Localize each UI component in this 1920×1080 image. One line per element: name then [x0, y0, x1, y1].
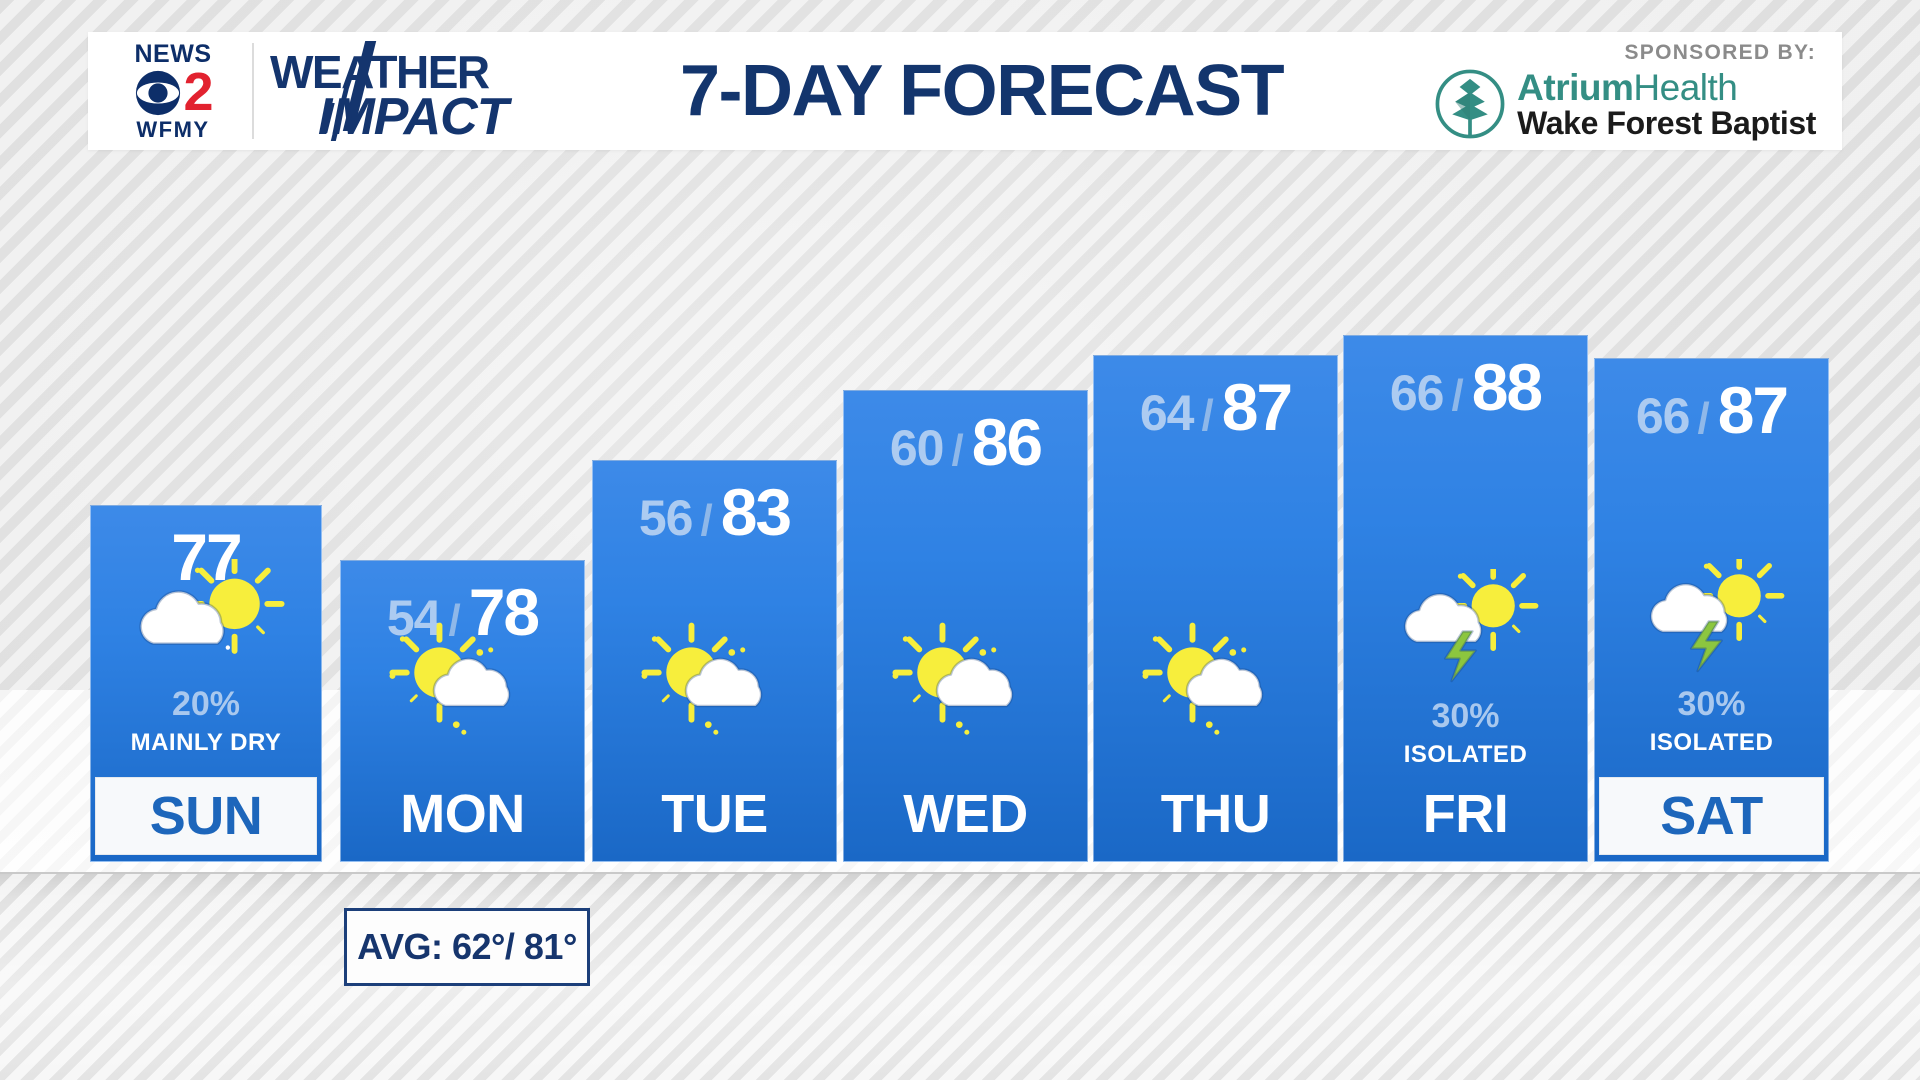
day-label: MON — [400, 784, 525, 844]
temperature-separator: / — [1697, 394, 1710, 443]
low-temperature: 60 — [889, 420, 945, 476]
station-news-label: NEWS — [134, 39, 212, 68]
forecast-day-column[interactable]: 64/87 THU — [1093, 355, 1338, 862]
temperature-row: 64/87 — [1139, 370, 1293, 444]
sponsor-name-light: Health — [1633, 66, 1738, 108]
day-label: SUN — [149, 786, 263, 846]
low-temperature: 66 — [1635, 388, 1691, 444]
high-temperature: 87 — [1221, 370, 1293, 444]
low-temperature: 66 — [1389, 365, 1445, 421]
day-label: FRI — [1422, 784, 1509, 844]
sponsor-name-secondary: Wake Forest Baptist — [1517, 104, 1816, 141]
low-temperature: 54 — [386, 590, 442, 646]
temperature-separator: / — [700, 496, 713, 545]
station-callsign: WFMY — [136, 116, 210, 142]
temperature-separator: / — [1451, 371, 1464, 420]
average-temperature-box: AVG: 62°/ 81° — [344, 908, 590, 986]
weather-impact-logo: WEATHER IMPACT — [270, 39, 570, 146]
precip-probability: 30% — [1431, 697, 1500, 735]
background-lower-band — [0, 872, 1920, 1080]
partly-cloudy-sun-left-icon — [882, 621, 1050, 741]
high-temperature: 78 — [468, 575, 540, 649]
forecast-day-column[interactable]: 54/78 MON — [340, 560, 585, 862]
forecast-day-column[interactable]: 60/86 WED — [843, 390, 1088, 862]
precip-description: MAINLY DRY — [130, 729, 282, 756]
forecast-day-column[interactable]: 56/83 TUE — [592, 460, 837, 862]
atrium-leaf-icon — [1435, 69, 1505, 139]
forecast-bar-chart: 77 20% MAINLY DRY SUN 54/78 MON 56/83 TUE 60/… — [0, 150, 1920, 880]
day-label: SAT — [1660, 786, 1763, 846]
partly-cloudy-sun-left-icon — [379, 621, 547, 741]
sponsor-name-bold: Atrium — [1517, 66, 1634, 108]
sponsor-logo-row: AtriumHealth Wake Forest Baptist — [1433, 67, 1816, 141]
day-label: TUE — [661, 784, 768, 844]
station-eye-and-number: 2 — [134, 61, 214, 122]
station-channel-number: 2 — [183, 61, 213, 122]
thunderstorm-sun-icon — [1628, 550, 1796, 679]
cbs-eye-icon — [136, 70, 181, 115]
temperature-row: 54/78 — [386, 575, 540, 649]
temperature-separator: / — [951, 426, 964, 475]
temperature-row: 66/87 — [1635, 373, 1789, 447]
high-temperature: 88 — [1471, 350, 1543, 424]
header-divider — [252, 43, 254, 139]
brand-line-weather: WEATHER — [270, 46, 490, 98]
header-bar: NEWS 2 WFMY WEATHER IMPACT 7-DAY FORECAS… — [88, 32, 1842, 150]
sponsor-names: AtriumHealth Wake Forest Baptist — [1517, 66, 1816, 141]
partly-cloudy-sun-left-icon — [631, 621, 799, 741]
thunderstorm-sun-icon — [1382, 560, 1550, 689]
precip-description: ISOLATED — [1403, 741, 1528, 768]
temperature-separator: / — [1201, 391, 1214, 440]
partly-cloudy-sun-left-icon — [1132, 621, 1300, 741]
page-title: 7-DAY FORECAST — [680, 51, 1285, 131]
precip-description: ISOLATED — [1649, 729, 1774, 756]
sponsor-block: SPONSORED BY: AtriumHealth Wake Forest B… — [1433, 41, 1842, 141]
high-temperature: 87 — [1717, 373, 1789, 447]
day-label-box[interactable]: SUN — [95, 777, 317, 855]
average-temperature-text: AVG: 62°/ 81° — [357, 926, 577, 967]
day-label-box[interactable]: SAT — [1599, 777, 1824, 855]
low-temperature: 64 — [1139, 385, 1195, 441]
forecast-day-column[interactable]: 77 20% MAINLY DRY SUN — [90, 505, 322, 862]
forecast-day-column[interactable]: 66/87 30% ISOLATED SAT — [1594, 358, 1829, 862]
station-logo: NEWS 2 WFMY — [110, 39, 236, 142]
precip-probability: 20% — [171, 685, 241, 723]
brand-line-impact: IMPACT — [318, 88, 508, 146]
temperature-row: 56/83 — [638, 475, 792, 549]
partly-cloudy-sun-right-icon — [122, 553, 290, 679]
temperature-row: 60/86 — [889, 405, 1043, 479]
precip-probability: 30% — [1677, 685, 1746, 723]
temperature-separator: / — [448, 596, 461, 645]
low-temperature: 56 — [638, 490, 694, 546]
day-label: WED — [903, 784, 1028, 844]
sponsored-by-label: SPONSORED BY: — [1624, 41, 1816, 64]
high-temperature: 83 — [720, 475, 792, 549]
high-temperature: 86 — [971, 405, 1043, 479]
temperature-row: 66/88 — [1389, 350, 1543, 424]
sponsor-name-primary: AtriumHealth — [1517, 66, 1816, 108]
station-branding: NEWS 2 WFMY WEATHER IMPACT — [88, 39, 570, 146]
day-label: THU — [1160, 784, 1271, 844]
forecast-day-column[interactable]: 66/88 30% ISOLATED FRI — [1343, 335, 1588, 862]
